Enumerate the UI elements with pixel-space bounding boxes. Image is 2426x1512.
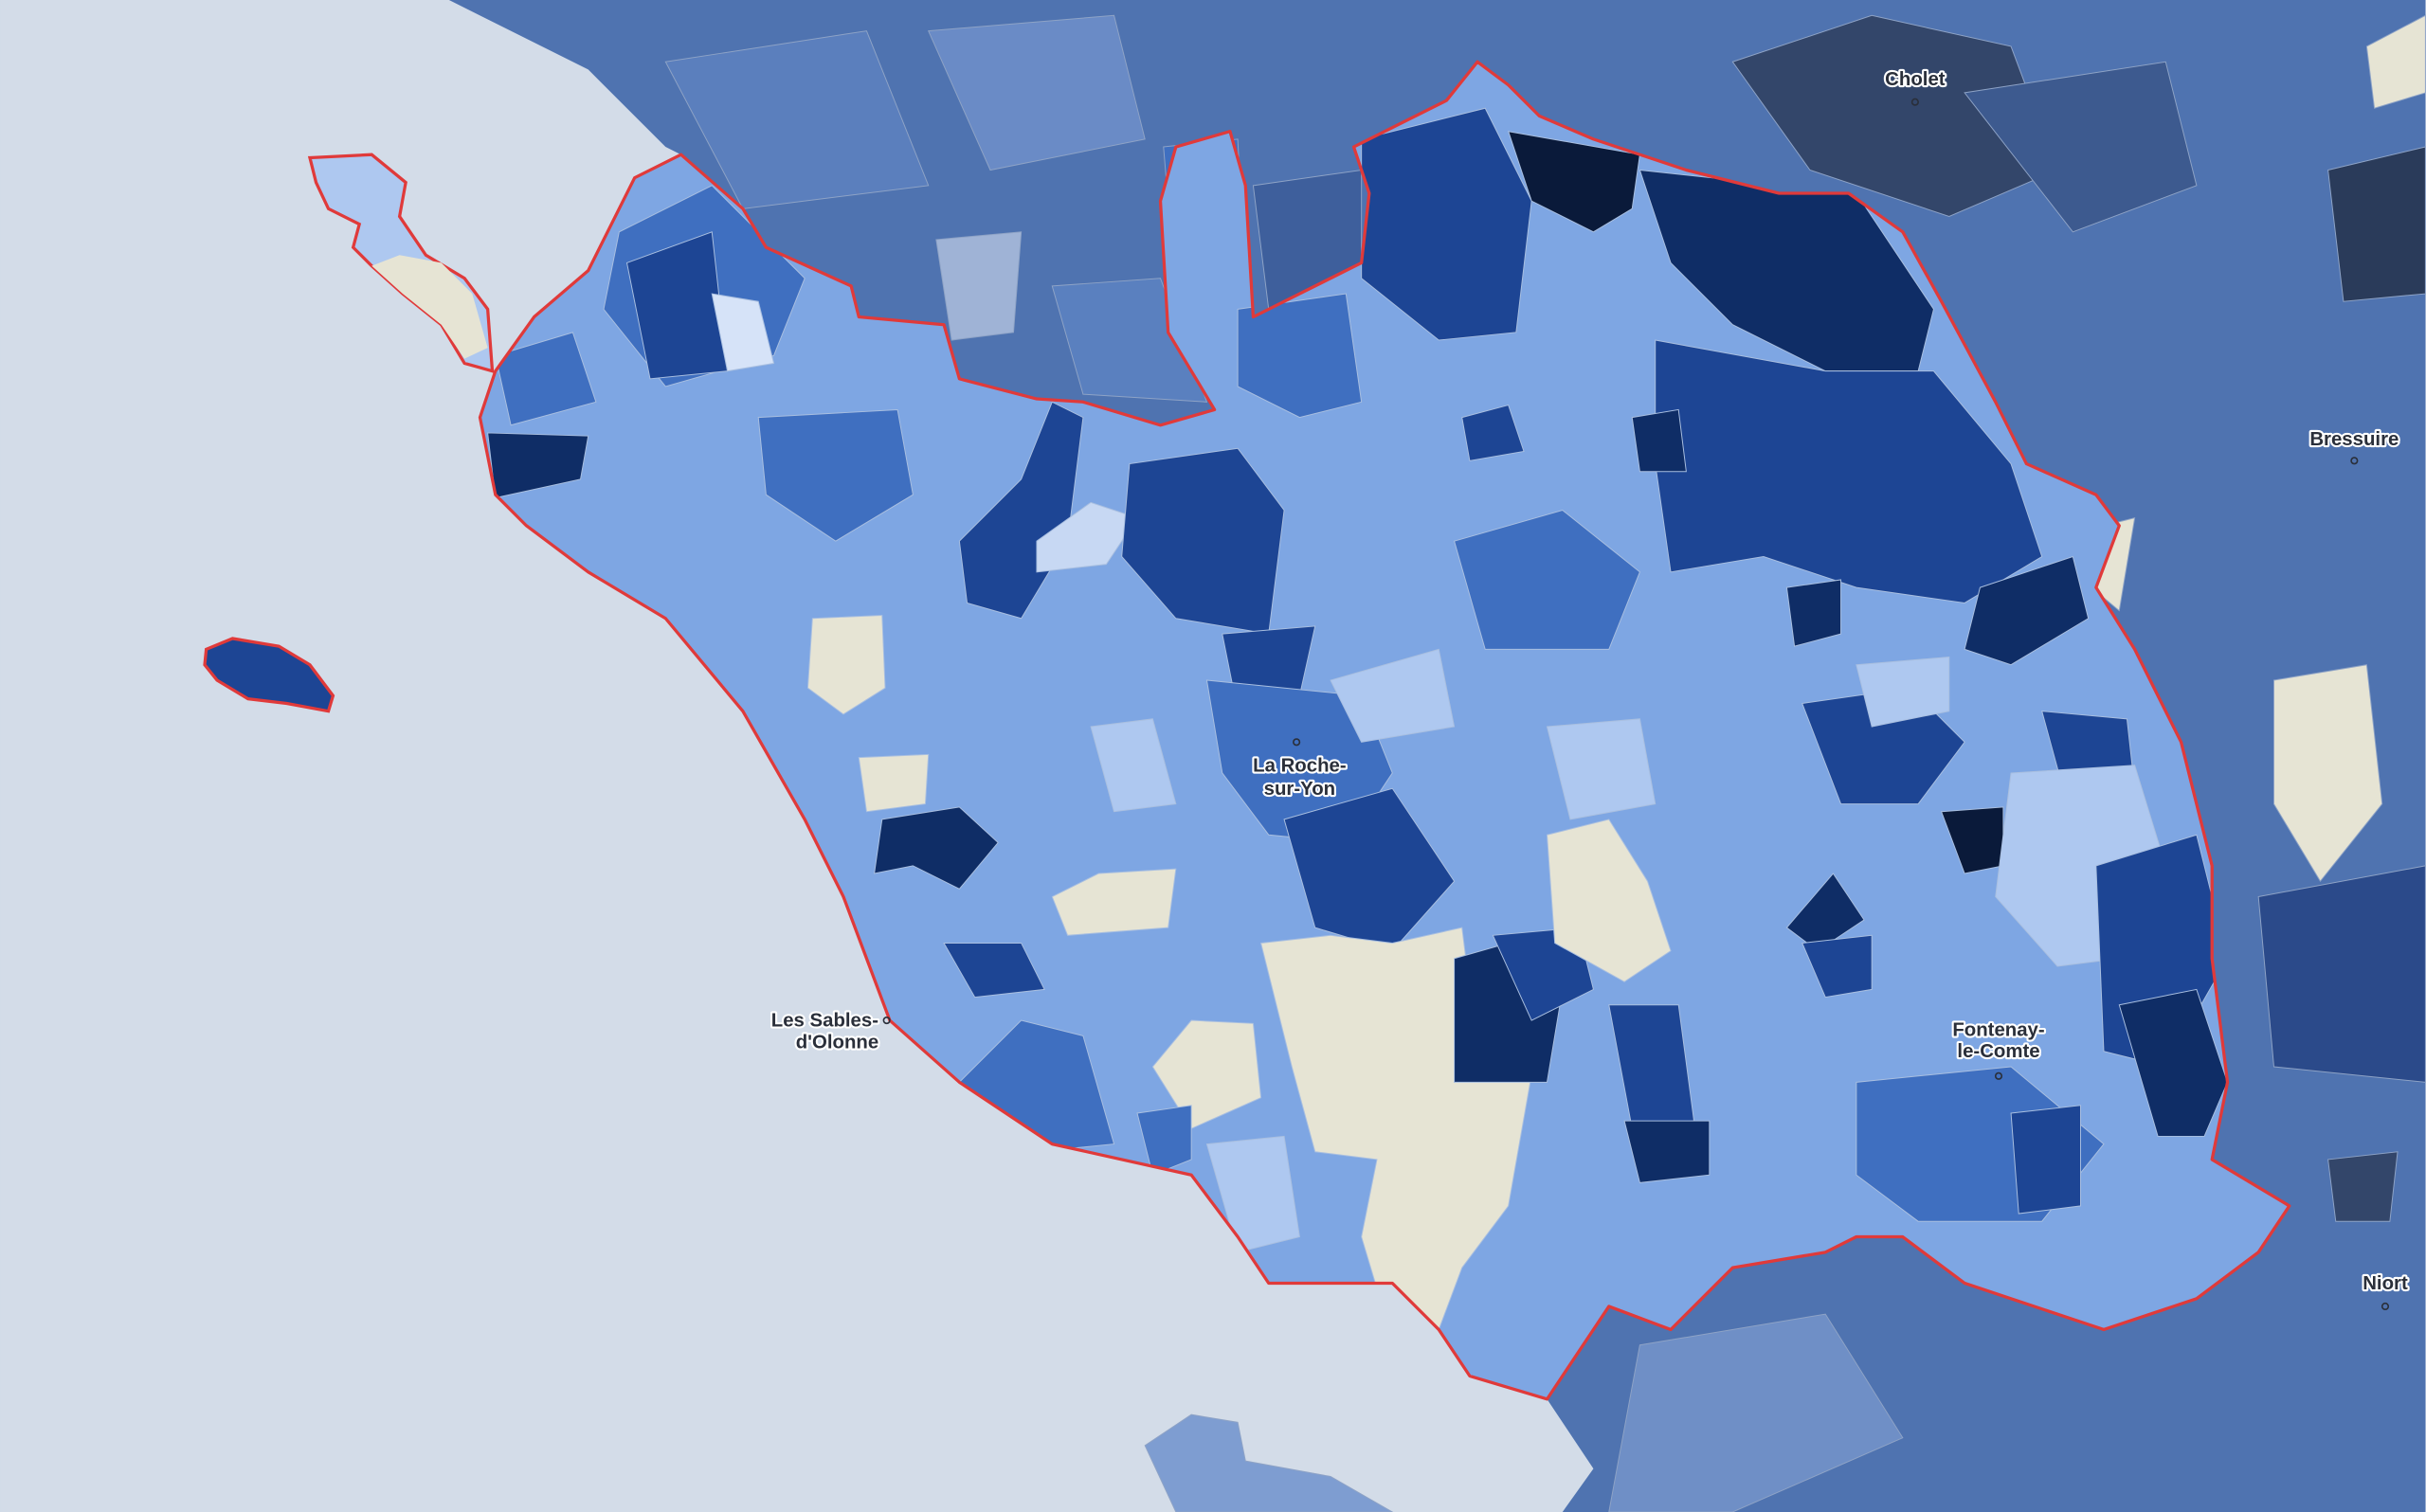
place-dot <box>1293 738 1301 747</box>
vendee-communes <box>487 107 2229 1331</box>
place-dot <box>1910 98 1919 106</box>
place-label: Les Sables- <box>771 1011 878 1032</box>
place-labels: Cholet Bressuire La Roche- sur-Yon Les S… <box>769 67 2410 1311</box>
outer-land <box>448 0 2426 1512</box>
place-label: Fontenay- <box>1952 1019 2044 1040</box>
place-dot <box>2350 457 2359 465</box>
place-label: d'Olonne <box>796 1032 878 1053</box>
place-dot <box>2381 1302 2390 1311</box>
place-label: Cholet <box>1885 69 1946 90</box>
place-label: La Roche- <box>1253 755 1347 776</box>
place-label: sur-Yon <box>1264 779 1335 800</box>
place-label: Bressuire <box>2309 429 2399 450</box>
island-yeu <box>203 637 335 713</box>
place-dot <box>1994 1071 2003 1080</box>
place-dot <box>882 1016 891 1025</box>
island-noirmoutier-south <box>371 255 488 359</box>
place-label: Niort <box>2363 1273 2408 1294</box>
island-re <box>1144 1413 1394 1512</box>
place-label: le-Comte <box>1957 1041 2039 1062</box>
